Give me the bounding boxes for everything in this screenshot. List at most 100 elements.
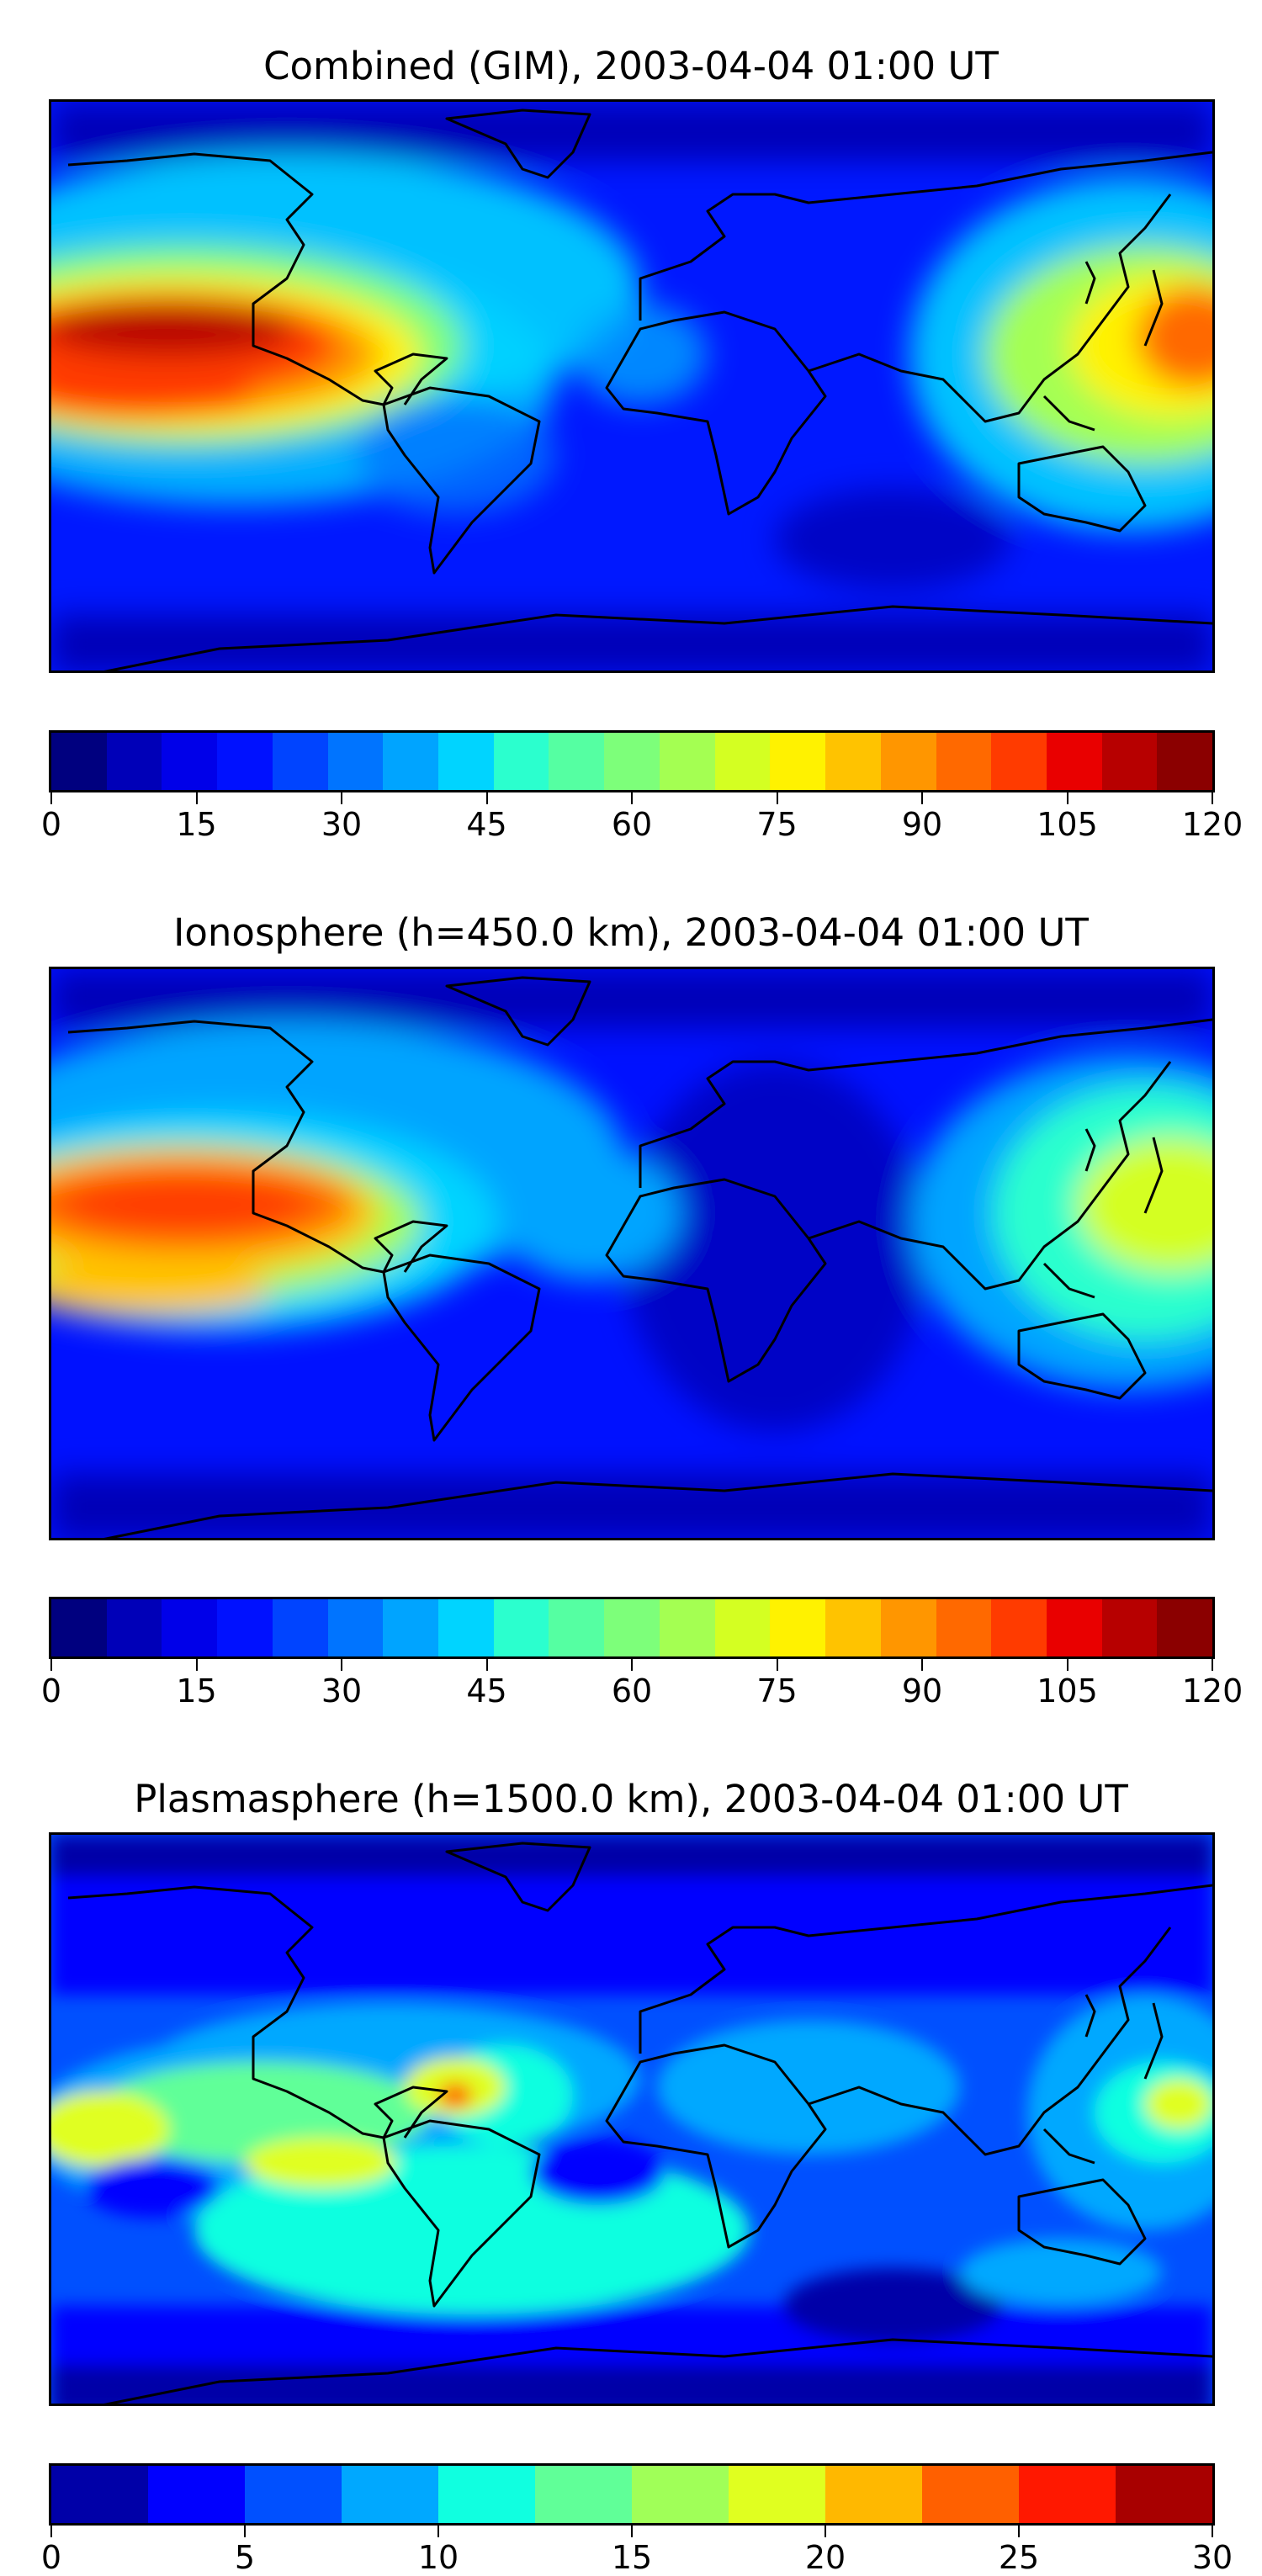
colorbar-segment [162,1599,218,1656]
colorbar-tick [50,2526,52,2537]
panel-2-tec-field [51,969,1212,1538]
colorbar-tick-label: 0 [40,806,62,843]
colorbar-tick-label: 30 [1191,2539,1233,2576]
colorbar-tick-label: 120 [1181,806,1243,843]
colorbar-tick [195,792,198,804]
colorbar-segment [493,733,549,790]
colorbar-tick-label: 120 [1181,1672,1243,1709]
colorbar-segment [825,733,881,790]
colorbar-segment [632,2466,729,2523]
colorbar-tick-label: 20 [804,2539,846,2576]
colorbar-segment [383,733,439,790]
colorbar-tick [485,1659,488,1671]
colorbar-segment [438,1599,494,1656]
panel-3-map-svg [51,1835,1212,2404]
colorbar-segment [327,733,384,790]
colorbar-tick [1212,1659,1213,1671]
panel-2-title: Ionosphere (h=450.0 km), 2003-04-04 01:0… [173,910,1089,955]
colorbar-segment [383,1599,439,1656]
tec-figure: Combined (GIM), 2003-04-04 01:00 UT [40,44,1243,2576]
colorbar-segment [604,733,660,790]
colorbar-segment [1157,1599,1213,1656]
colorbar-tick [341,1659,342,1671]
panel-3-colorbar [49,2463,1215,2526]
colorbar-segment [659,733,715,790]
colorbar-segment [770,733,826,790]
colorbar-segment [1101,1599,1158,1656]
colorbar-tick [776,792,778,804]
colorbar-tick-label: 25 [998,2539,1040,2576]
colorbar-segment [936,733,992,790]
colorbar-segment [327,1599,384,1656]
colorbar-segment [936,1599,992,1656]
colorbar-tick [631,792,633,804]
colorbar-tick [776,1659,778,1671]
colorbar-segment [51,733,107,790]
colorbar-tick-label: 15 [176,806,217,843]
colorbar-segment [493,1599,549,1656]
colorbar-tick [50,792,52,804]
colorbar-tick-label: 5 [234,2539,256,2576]
colorbar-segment [51,1599,107,1656]
colorbar-segment [714,1599,771,1656]
panel-3-title: Plasmasphere (h=1500.0 km), 2003-04-04 0… [134,1777,1128,1821]
colorbar-segment [106,1599,162,1656]
colorbar-tick-label: 75 [756,806,798,843]
colorbar-segment [1101,733,1158,790]
colorbar-segment [1046,1599,1102,1656]
colorbar-segment [217,1599,273,1656]
colorbar-segment [438,733,494,790]
colorbar-tick [921,792,923,804]
colorbar-tick-label: 45 [466,806,507,843]
colorbar-tick-label: 105 [1037,806,1098,843]
colorbar-segment [549,1599,605,1656]
colorbar-tick [825,2526,826,2537]
colorbar-segment [922,2466,1019,2523]
panel-3-tec-field [51,1835,1212,2404]
colorbar-tick-label: 105 [1037,1672,1098,1709]
colorbar-tick-label: 15 [611,2539,653,2576]
colorbar-segment [549,733,605,790]
colorbar-tick [1066,792,1068,804]
colorbar-segment [535,2466,632,2523]
panel-1-title: Combined (GIM), 2003-04-04 01:00 UT [263,44,999,88]
colorbar-tick [485,792,488,804]
colorbar-tick-label: 10 [417,2539,459,2576]
colorbar-tick [631,2526,633,2537]
colorbar-tick-label: 30 [321,806,363,843]
colorbar-segment [51,2466,148,2523]
colorbar-segment [272,733,328,790]
panel-1-colorbar [49,730,1215,792]
colorbar-segment [1019,2466,1116,2523]
colorbar-segment [162,733,218,790]
colorbar-segment [438,2466,535,2523]
colorbar-segment [714,733,771,790]
colorbar-segment [1046,733,1102,790]
panel-1-map-svg [51,102,1212,671]
colorbar-segment [770,1599,826,1656]
colorbar-segment [217,733,273,790]
colorbar-tick [341,792,342,804]
colorbar-tick [1066,1659,1068,1671]
colorbar-segment [1157,733,1213,790]
colorbar-segment [272,1599,328,1656]
colorbar-segment [245,2466,342,2523]
colorbar-segment [659,1599,715,1656]
colorbar-tick-label: 90 [901,806,943,843]
colorbar-segment [148,2466,245,2523]
colorbar-tick [244,2526,246,2537]
colorbar-segment [342,2466,438,2523]
colorbar-tick-label: 15 [176,1672,217,1709]
colorbar-tick-label: 90 [901,1672,943,1709]
colorbar-tick [631,1659,633,1671]
panel-1-coastlines [67,109,1212,671]
colorbar-segment [106,733,162,790]
panel-2-map-svg [51,969,1212,1538]
panel-3-coastlines [67,1842,1212,2404]
colorbar-segment [991,1599,1047,1656]
colorbar-tick [1018,2526,1020,2537]
panel-3-map [49,1832,1215,2406]
colorbar-segment [880,733,936,790]
colorbar-segment [1116,2466,1212,2523]
colorbar-tick [921,1659,923,1671]
